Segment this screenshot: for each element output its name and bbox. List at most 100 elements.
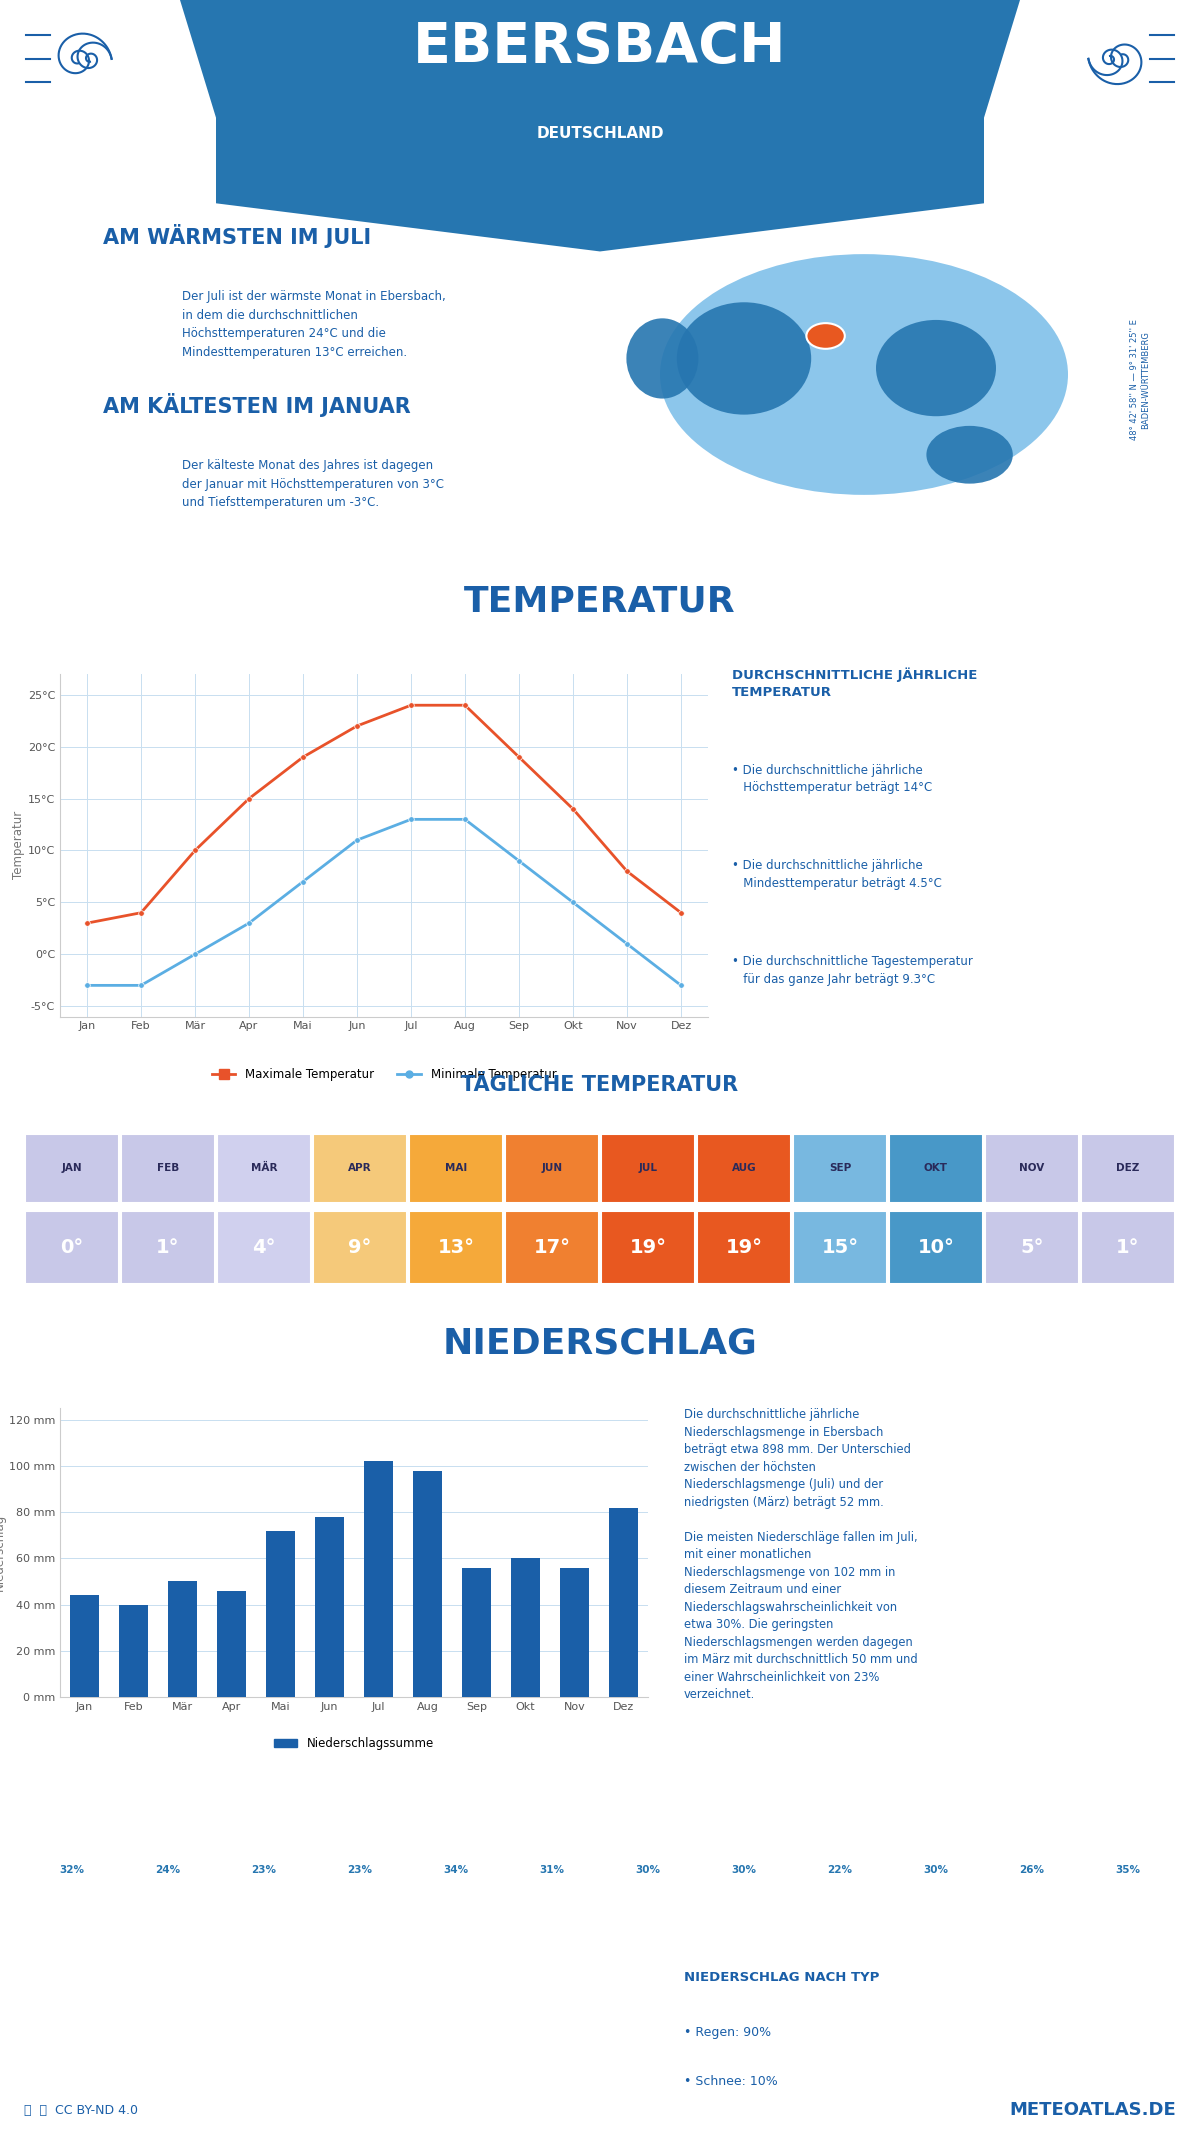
Text: 13°: 13° xyxy=(438,1239,474,1256)
Text: JUL: JUL xyxy=(640,1950,656,1960)
Polygon shape xyxy=(523,1821,581,1870)
Circle shape xyxy=(325,1866,395,1877)
Text: MAI: MAI xyxy=(445,1950,467,1960)
Text: • Die durchschnittliche Tagestemperatur
   für das ganze Jahr beträgt 9.3°C: • Die durchschnittliche Tagestemperatur … xyxy=(732,954,973,987)
Polygon shape xyxy=(811,1821,869,1870)
Text: 24%: 24% xyxy=(156,1864,180,1875)
Text: • Die durchschnittliche jährliche
   Höchsttemperatur beträgt 14°C: • Die durchschnittliche jährliche Höchst… xyxy=(732,764,932,794)
Ellipse shape xyxy=(626,319,698,398)
FancyBboxPatch shape xyxy=(409,1211,503,1284)
Text: MAI: MAI xyxy=(445,1164,467,1173)
Text: 22%: 22% xyxy=(828,1864,852,1875)
Polygon shape xyxy=(180,0,1020,118)
Text: AM KÄLTESTEN IM JANUAR: AM KÄLTESTEN IM JANUAR xyxy=(103,394,410,417)
Text: 30%: 30% xyxy=(732,1864,756,1875)
Text: 1°: 1° xyxy=(156,1239,180,1256)
Text: DEUTSCHLAND: DEUTSCHLAND xyxy=(536,126,664,141)
Text: NIEDERSCHLAG: NIEDERSCHLAG xyxy=(443,1327,757,1361)
Circle shape xyxy=(1093,1866,1163,1877)
Text: 34%: 34% xyxy=(444,1864,468,1875)
Text: AUG: AUG xyxy=(732,1950,756,1960)
Text: NIEDERSCHLAG NACH TYP: NIEDERSCHLAG NACH TYP xyxy=(684,1971,880,1984)
Text: Ⓒ  Ⓘ  CC BY-ND 4.0: Ⓒ Ⓘ CC BY-ND 4.0 xyxy=(24,2104,138,2116)
Polygon shape xyxy=(235,1821,293,1870)
Text: 15°: 15° xyxy=(822,1239,858,1256)
Bar xyxy=(266,1530,295,1697)
Text: Die durchschnittliche jährliche
Niederschlagsmenge in Ebersbach
beträgt etwa 898: Die durchschnittliche jährliche Niedersc… xyxy=(684,1408,918,1701)
Bar xyxy=(608,1507,638,1697)
Text: OKT: OKT xyxy=(924,1164,948,1173)
FancyBboxPatch shape xyxy=(601,1211,695,1284)
FancyBboxPatch shape xyxy=(889,1134,983,1203)
Text: EBERSBACH: EBERSBACH xyxy=(413,19,787,75)
Text: 19°: 19° xyxy=(630,1239,666,1256)
Circle shape xyxy=(517,1866,587,1877)
Text: MÄR: MÄR xyxy=(251,1164,277,1173)
Text: SEP: SEP xyxy=(829,1950,851,1960)
FancyBboxPatch shape xyxy=(889,1211,983,1284)
Bar xyxy=(559,1569,589,1697)
Circle shape xyxy=(901,1866,971,1877)
Circle shape xyxy=(805,1866,875,1877)
FancyBboxPatch shape xyxy=(313,1134,407,1203)
FancyBboxPatch shape xyxy=(793,1211,887,1284)
FancyBboxPatch shape xyxy=(601,1134,695,1203)
Circle shape xyxy=(421,1866,491,1877)
Text: 30%: 30% xyxy=(924,1864,948,1875)
Bar xyxy=(413,1470,442,1697)
Circle shape xyxy=(46,569,98,633)
Text: JAN: JAN xyxy=(61,1164,83,1173)
Circle shape xyxy=(997,1866,1067,1877)
Polygon shape xyxy=(331,1821,389,1870)
Legend: Maximale Temperatur, Minimale Temperatur: Maximale Temperatur, Minimale Temperatur xyxy=(206,1064,562,1085)
FancyBboxPatch shape xyxy=(1081,1134,1175,1203)
Text: AUG: AUG xyxy=(732,1164,756,1173)
Text: FEB: FEB xyxy=(157,1950,179,1960)
Text: DEZ: DEZ xyxy=(1116,1164,1140,1173)
Text: 31%: 31% xyxy=(540,1864,564,1875)
Ellipse shape xyxy=(876,319,996,415)
Text: TEMPERATUR: TEMPERATUR xyxy=(464,584,736,618)
FancyBboxPatch shape xyxy=(121,1134,215,1203)
Y-axis label: Temperatur: Temperatur xyxy=(12,811,25,880)
Ellipse shape xyxy=(926,426,1013,484)
Polygon shape xyxy=(427,1821,485,1870)
Text: SEP: SEP xyxy=(829,1164,851,1173)
FancyBboxPatch shape xyxy=(985,1211,1079,1284)
Bar xyxy=(314,1517,344,1697)
Text: NIEDERSCHLAGSWAHRSCHEINLICHKEIT: NIEDERSCHLAGSWAHRSCHEINLICHKEIT xyxy=(432,1763,768,1780)
Circle shape xyxy=(133,1866,203,1877)
Text: • Schnee: 10%: • Schnee: 10% xyxy=(684,2074,778,2089)
FancyBboxPatch shape xyxy=(409,1134,503,1203)
Text: 32%: 32% xyxy=(60,1864,84,1875)
FancyBboxPatch shape xyxy=(1081,1211,1175,1284)
Circle shape xyxy=(229,1866,299,1877)
Polygon shape xyxy=(43,1821,101,1870)
Text: 19°: 19° xyxy=(726,1239,762,1256)
Text: 30%: 30% xyxy=(636,1864,660,1875)
FancyBboxPatch shape xyxy=(313,1211,407,1284)
Bar xyxy=(217,1590,246,1697)
Text: JUL: JUL xyxy=(638,1164,658,1173)
FancyBboxPatch shape xyxy=(25,1134,119,1203)
Bar xyxy=(168,1581,197,1697)
Y-axis label: Niederschlag: Niederschlag xyxy=(0,1513,6,1592)
Text: JAN: JAN xyxy=(62,1950,82,1960)
Text: 23%: 23% xyxy=(252,1864,276,1875)
Text: NOV: NOV xyxy=(1019,1164,1045,1173)
Text: DEZ: DEZ xyxy=(1117,1950,1139,1960)
Ellipse shape xyxy=(660,255,1068,494)
Text: JUN: JUN xyxy=(542,1950,562,1960)
Text: 4°: 4° xyxy=(252,1239,276,1256)
Bar xyxy=(511,1558,540,1697)
Text: AM WÄRMSTEN IM JULI: AM WÄRMSTEN IM JULI xyxy=(103,225,371,248)
Bar xyxy=(462,1569,491,1697)
Circle shape xyxy=(613,1866,683,1877)
Text: 35%: 35% xyxy=(1116,1864,1140,1875)
Circle shape xyxy=(806,323,845,349)
Text: TÄGLICHE TEMPERATUR: TÄGLICHE TEMPERATUR xyxy=(462,1074,738,1096)
Text: Der kälteste Monat des Jahres ist dagegen
der Januar mit Höchsttemperaturen von : Der kälteste Monat des Jahres ist dagege… xyxy=(182,460,444,509)
Legend: Niederschlagssumme: Niederschlagssumme xyxy=(269,1731,439,1755)
FancyBboxPatch shape xyxy=(985,1134,1079,1203)
Polygon shape xyxy=(139,1821,197,1870)
